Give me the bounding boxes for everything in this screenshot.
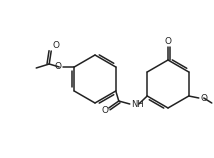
Text: O: O <box>165 36 171 46</box>
Text: NH: NH <box>131 100 144 109</box>
Text: O: O <box>200 94 207 103</box>
Text: O: O <box>54 62 61 71</box>
Text: O: O <box>52 40 59 49</box>
Text: O: O <box>102 106 109 115</box>
